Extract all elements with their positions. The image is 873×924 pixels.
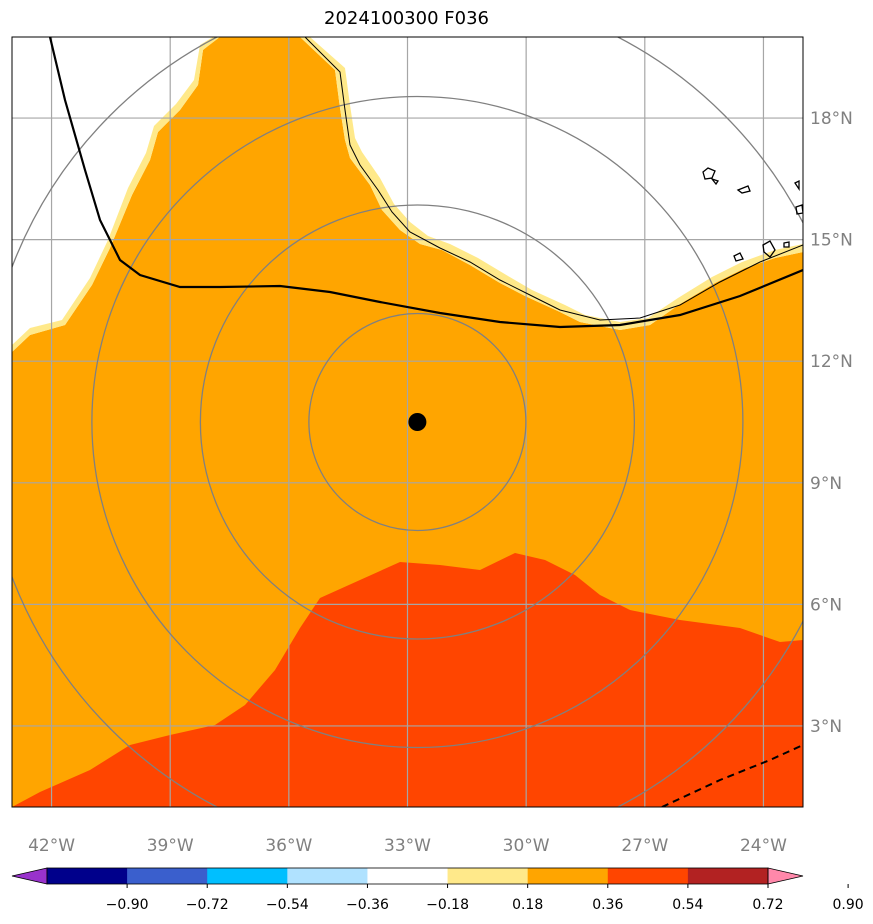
colorbar-label-6: 0.36 (592, 897, 623, 913)
lat-tick-label-0: 3°N (810, 717, 842, 737)
boundary-line-thick (48, 37, 803, 329)
colorbar-frame (46, 867, 769, 885)
colorbar-label-3: −0.36 (346, 897, 389, 913)
colorbar-segment-0 (47, 868, 128, 884)
lat-tick-label-5: 18°N (810, 109, 853, 129)
lon-tick-label-2: 36°W (265, 836, 312, 856)
longitude-labels: 42°W 39°W 36°W 33°W 30°W 27°W 24°W (28, 836, 787, 856)
lat-tick-label-1: 6°N (810, 595, 842, 615)
storm-center-marker (408, 413, 427, 431)
colorbar-labels: −0.90 −0.72 −0.54 −0.36 −0.18 0.18 0.36 0.54 0.7… (106, 884, 864, 913)
field-light-yellow (12, 37, 220, 352)
range-ring-2 (199, 204, 636, 640)
boundary-line-dashed (661, 744, 803, 807)
grid-lines (12, 37, 803, 807)
colorbar-label-8: 0.72 (752, 897, 783, 913)
lat-tick-label-3: 12°N (810, 352, 853, 372)
colorbar-label-1: −0.72 (186, 897, 229, 913)
colorbar-segment-2 (207, 868, 288, 884)
lon-tick-label-4: 30°W (503, 836, 550, 856)
colorbar-label-5: 0.18 (512, 897, 543, 913)
lon-tick-label-5: 27°W (621, 836, 668, 856)
lat-tick-label-2: 9°N (810, 474, 842, 494)
islands (702, 167, 803, 262)
range-ring-1 (308, 312, 527, 532)
colorbar-label-9: 0.90 (833, 897, 864, 913)
colorbar-extend-low (11, 867, 48, 885)
colorbar-label-7: 0.54 (672, 897, 703, 913)
colorbar-segment-4 (367, 868, 449, 884)
lon-tick-label-0: 42°W (28, 836, 75, 856)
colorbar-segment-1 (127, 868, 208, 884)
latitude-labels: 3°N 6°N 9°N 12°N 15°N 18°N (810, 109, 853, 737)
colorbar-segment-5 (447, 868, 529, 884)
range-rings (12, 37, 803, 807)
lon-tick-label-6: 24°W (740, 836, 787, 856)
colorbar-segment-6 (527, 868, 609, 884)
lon-tick-label-1: 39°W (147, 836, 194, 856)
colorbar-label-4: −0.18 (426, 897, 469, 913)
map-frame (11, 36, 804, 808)
colorbar-label-0: −0.90 (106, 897, 149, 913)
lon-tick-label-3: 33°W (384, 836, 431, 856)
colorbar-segment-7 (607, 868, 689, 884)
colorbar (11, 867, 804, 885)
range-ring-3 (91, 95, 744, 749)
colorbar-segment-8 (687, 868, 769, 884)
colorbar-segment-3 (287, 868, 368, 884)
lat-tick-label-4: 15°N (810, 231, 853, 251)
colorbar-extend-high (767, 867, 804, 885)
colorbar-label-2: −0.54 (266, 897, 309, 913)
contour-thin (304, 37, 803, 321)
map-title: 2024100300 F036 (324, 8, 489, 29)
